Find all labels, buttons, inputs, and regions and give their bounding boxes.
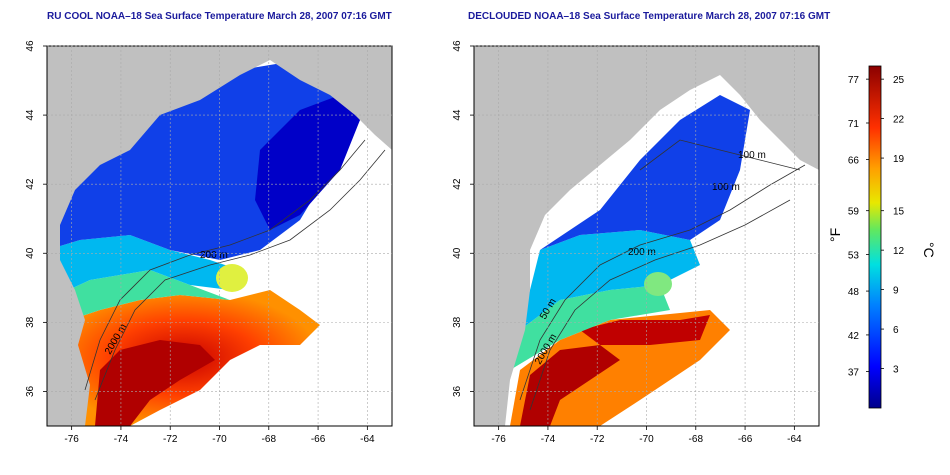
x-tick-label: -74 <box>541 434 556 445</box>
mid-temp-band <box>510 285 670 370</box>
x-tick-label: -76 <box>491 434 506 445</box>
grid-right: -76 -74 -72 -70 -68 -66 -64 46 44 42 40 38 36 <box>452 40 819 445</box>
x-tick-label: -68 <box>689 434 704 445</box>
celsius-tick-label: 19 <box>893 154 905 165</box>
y-tick-label: 46 <box>25 40 36 52</box>
contour-2000m <box>94 149 386 401</box>
x-tick-label: -72 <box>590 434 605 445</box>
x-tick-label: -74 <box>114 434 129 445</box>
panel-title-right: DECLOUDED NOAA–18 Sea Surface Temperatur… <box>468 11 831 22</box>
y-tick-label: 40 <box>452 247 463 259</box>
y-tick-label: 40 <box>25 247 36 259</box>
celsius-tick-label: 22 <box>893 115 905 126</box>
celsius-tick-label: 25 <box>893 75 905 86</box>
y-tick-label: 44 <box>452 109 463 121</box>
deep-cold-water <box>255 95 360 230</box>
contour-label-left-200m: 200 m <box>200 250 228 261</box>
contour-200m <box>84 139 366 391</box>
celsius-tick-label: 15 <box>893 207 905 218</box>
cold-water-region <box>540 95 750 250</box>
cyan-band <box>47 235 240 300</box>
mid-temp-band <box>47 270 230 350</box>
land-mass <box>474 46 819 426</box>
warm-core-eddy <box>216 264 248 292</box>
y-tick-label: 36 <box>25 385 36 397</box>
contour-2000m <box>529 199 791 411</box>
x-tick-label: -70 <box>639 434 654 445</box>
fahrenheit-tick-label: 37 <box>848 367 860 378</box>
x-tick-label: -64 <box>787 434 802 445</box>
fahrenheit-tick-label: 71 <box>848 119 860 130</box>
contour-label-right-100m-b: 100 m <box>712 182 740 193</box>
y-tick-label: 38 <box>25 316 36 328</box>
warm-water-core <box>95 340 215 426</box>
grid-left: -76 -74 -72 -70 -68 -66 -64 46 44 42 40 38 36 <box>25 40 392 445</box>
warm-water-core-north <box>580 315 710 345</box>
fahrenheit-tick-label: 53 <box>848 251 860 262</box>
fahrenheit-tick-label: 42 <box>848 331 860 342</box>
celsius-tick-label: 6 <box>893 325 899 336</box>
x-tick-label: -70 <box>212 434 227 445</box>
fahrenheit-tick-label: 59 <box>848 207 860 218</box>
celsius-tick-label: 12 <box>893 246 905 257</box>
y-tick-label: 38 <box>452 316 463 328</box>
fahrenheit-tick-label: 66 <box>848 156 860 167</box>
panel-title-left: RU COOL NOAA–18 Sea Surface Temperature … <box>47 11 392 22</box>
land-mass <box>47 46 392 426</box>
fahrenheit-tick-label: 48 <box>848 287 860 298</box>
fahrenheit-tick-label: 77 <box>848 75 860 86</box>
fahrenheit-unit-label: °F <box>827 228 843 242</box>
y-tick-label: 42 <box>452 178 463 190</box>
warm-core-eddy <box>644 272 672 296</box>
contour-100m <box>639 139 801 171</box>
x-tick-label: -66 <box>311 434 326 445</box>
colorbar-ticks: 25 22 19 15 12 9 6 3 77 71 66 59 53 48 42 37 <box>848 75 905 378</box>
contour-label-right-100m-a: 100 m <box>738 150 766 161</box>
celsius-unit-label: °C <box>921 242 937 258</box>
x-tick-label: -64 <box>360 434 375 445</box>
cloud-patch <box>300 190 392 310</box>
celsius-tick-label: 3 <box>893 365 899 376</box>
y-tick-label: 42 <box>25 178 36 190</box>
x-tick-label: -72 <box>163 434 178 445</box>
contour-200m <box>519 164 806 401</box>
y-tick-label: 46 <box>452 40 463 52</box>
contour-label-right-200m: 200 m <box>628 247 656 258</box>
x-tick-label: -68 <box>262 434 277 445</box>
y-tick-label: 36 <box>452 385 463 397</box>
celsius-tick-label: 9 <box>893 286 899 297</box>
x-tick-label: -76 <box>64 434 79 445</box>
y-tick-label: 44 <box>25 109 36 121</box>
x-tick-label: -66 <box>738 434 753 445</box>
colorbar-gradient <box>868 65 882 409</box>
